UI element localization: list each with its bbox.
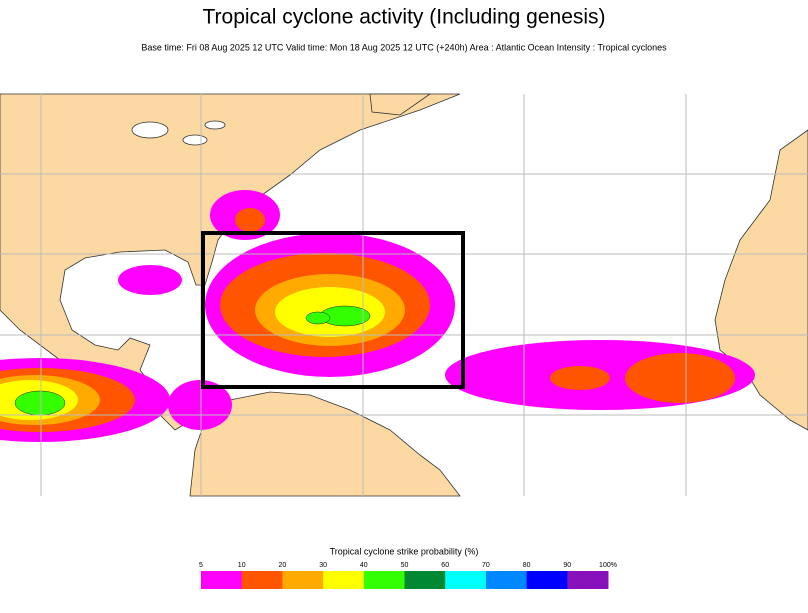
- legend-swatch: [526, 571, 568, 589]
- lakes: [131, 120, 226, 146]
- legend-tick-label: 50: [401, 562, 409, 569]
- legend-tick-label: 5: [199, 562, 203, 569]
- legend-swatch: [201, 571, 243, 589]
- legend-tick-label: 100%: [599, 562, 617, 569]
- legend-swatch: [404, 571, 446, 589]
- subtitle: Base time: Fri 08 Aug 2025 12 UTC Valid …: [141, 42, 667, 52]
- probability-areas: [0, 190, 755, 442]
- legend-tick-label: 70: [482, 562, 490, 569]
- legend-swatch: [363, 571, 405, 589]
- legend-swatch: [485, 571, 528, 589]
- legend-tick-label: 60: [441, 562, 449, 569]
- legend-tick-label: 80: [523, 562, 531, 569]
- legend-swatch: [282, 571, 324, 589]
- legend-tick-label: 20: [279, 562, 287, 569]
- legend-title: Tropical cyclone strike probability (%): [330, 546, 479, 556]
- legend-tick-label: 40: [360, 562, 368, 569]
- map: [0, 93, 808, 497]
- legend-tick-label: 30: [319, 562, 327, 569]
- legend-swatch: [567, 571, 609, 589]
- legend-tick-label: 90: [563, 562, 571, 569]
- focus-box: [201, 231, 465, 389]
- land: [0, 93, 808, 497]
- legend-swatch: [445, 571, 487, 589]
- title: Tropical cyclone activity (Including gen…: [202, 6, 605, 29]
- legend-swatch: [323, 571, 365, 589]
- legend-swatch: [241, 571, 283, 589]
- colorbar: 5 10 20 30 40 50 60 70 80 90 100%: [199, 562, 617, 589]
- legend-tick-label: 10: [238, 562, 246, 569]
